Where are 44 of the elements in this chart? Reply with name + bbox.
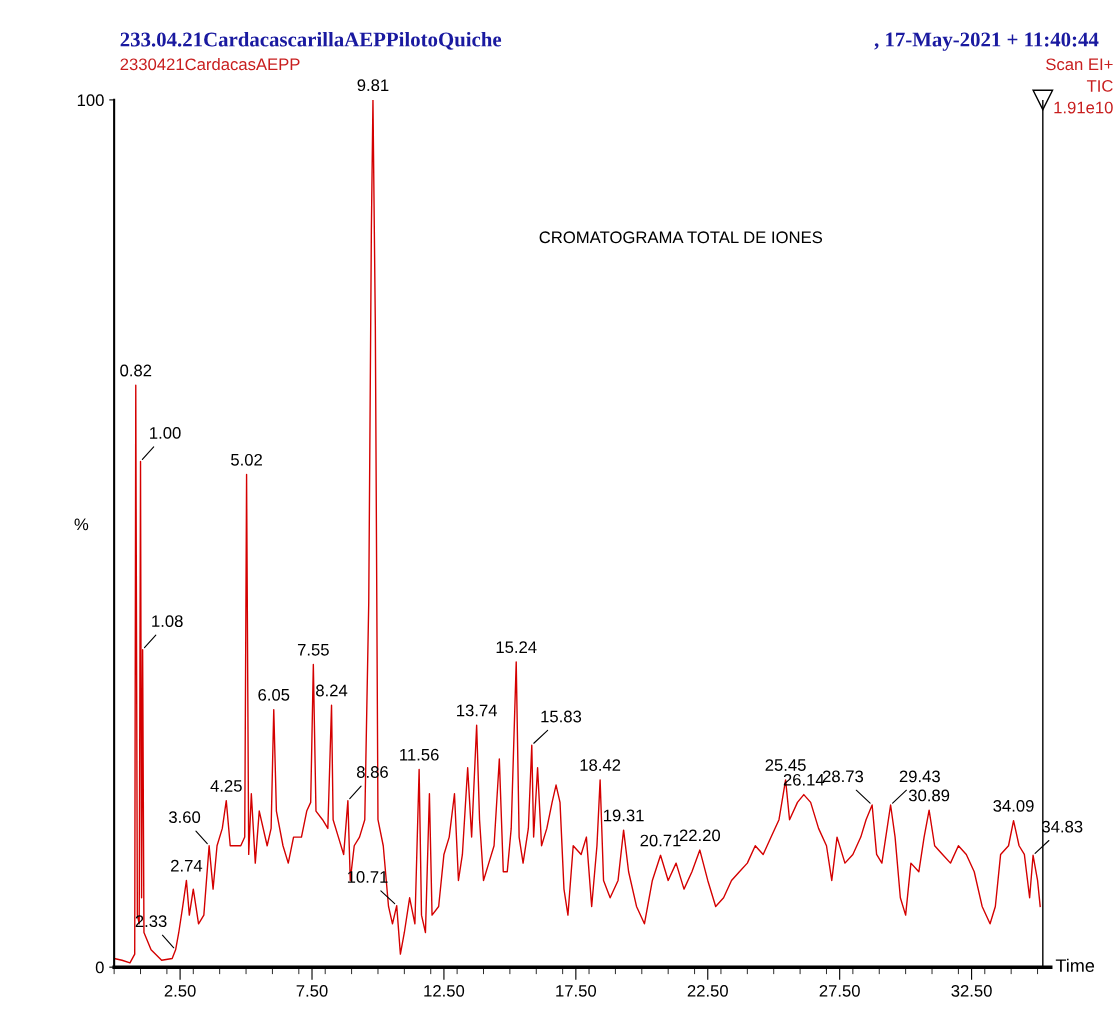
chart-subtitle: 2330421CardacasAEPP	[120, 57, 300, 71]
annotation: 18.42	[580, 759, 621, 771]
annotation: 22.20	[679, 829, 721, 842]
annotation: 6.05	[258, 688, 290, 701]
annotation: 9.81	[357, 79, 389, 92]
x-tick-label: 22.50	[687, 984, 728, 997]
x-tick-label: 27.50	[819, 984, 860, 997]
x-tick-label: 12.50	[424, 984, 465, 997]
text: TIC	[1086, 80, 1113, 92]
annotation: 2.74	[171, 859, 203, 872]
annotation: 20.71	[640, 834, 681, 847]
annotation: 0.82	[120, 364, 152, 377]
text: Scan EI+	[1046, 58, 1113, 71]
y-tick-label: 100	[77, 94, 104, 107]
text: , 17-May-2021 + 11:40:44	[874, 32, 1099, 51]
annotation: 15.83	[541, 710, 582, 723]
annotation: 1.00	[150, 427, 181, 439]
y-axis-title: %	[74, 518, 89, 531]
annotation: 1.08	[152, 615, 183, 628]
x-tick-label: 2.50	[164, 984, 196, 997]
annotation: 8.24	[316, 684, 348, 697]
chart-title: 233.04.21CardacascarillaAEPPilotoQuiche	[120, 31, 502, 50]
annotation: 26.14	[783, 773, 825, 786]
annotation: 25.45	[765, 759, 806, 771]
y-tick-label: 0	[95, 961, 104, 974]
annotation: 30.89	[908, 789, 950, 802]
annotation: CROMATOGRAMA TOTAL DE IONES	[539, 231, 823, 244]
text: 1.91e10	[1054, 101, 1113, 114]
annotation: 28.73	[822, 770, 864, 783]
annotation: 7.55	[297, 644, 329, 656]
x-axis-title: Time	[1055, 958, 1095, 973]
annotation: 13.74	[457, 704, 498, 717]
x-tick-label: 17.50	[556, 984, 597, 997]
annotation: 5.02	[231, 453, 262, 466]
annotation: 4.25	[210, 780, 242, 792]
annotation: 19.31	[604, 809, 644, 822]
line-series	[114, 99, 1041, 964]
annotation: 11.56	[400, 748, 439, 761]
x-tick-label: 32.50	[951, 984, 992, 997]
annotation: 34.09	[993, 799, 1034, 812]
annotation: 3.60	[168, 811, 201, 824]
annotation: 15.24	[496, 641, 537, 654]
annotation: 29.43	[899, 770, 940, 783]
x-tick-label: 7.50	[296, 984, 328, 997]
